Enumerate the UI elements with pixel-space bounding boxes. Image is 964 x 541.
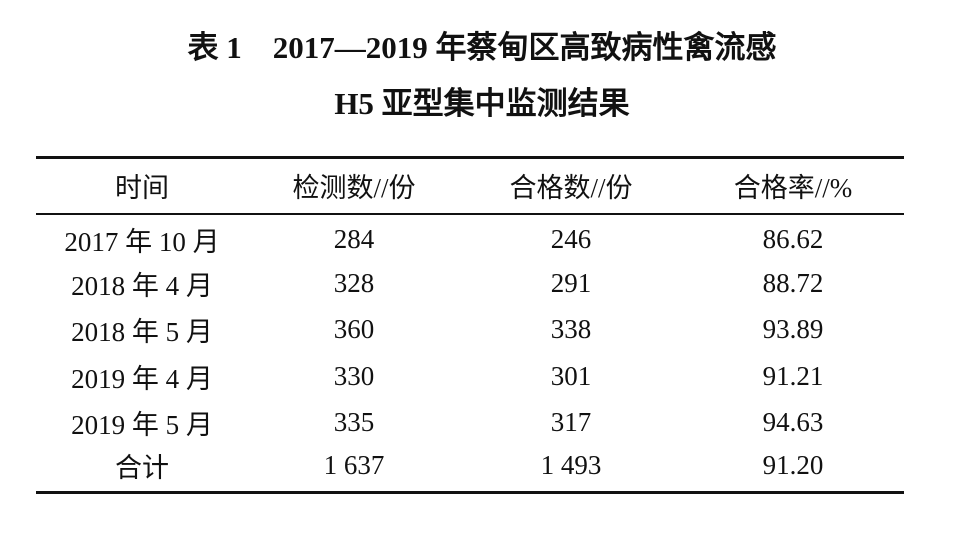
header-qualified-count: 合格数//份 bbox=[460, 156, 682, 215]
table-title: 表 1 2017—2019 年蔡甸区高致病性禽流感 bbox=[187, 30, 777, 65]
table-subtitle: H5 亚型集中监测结果 bbox=[334, 86, 630, 121]
cell-time: 2018 年 4 月 bbox=[71, 270, 213, 301]
table-row: 2018 年 4 月 328 291 88.72 bbox=[36, 260, 904, 307]
cell-tested: 284 bbox=[333, 223, 375, 254]
cell-tested: 360 bbox=[333, 314, 375, 345]
cell-rate: 86.62 bbox=[762, 223, 824, 254]
cell-rate: 94.63 bbox=[762, 407, 824, 438]
cell-tested: 330 bbox=[333, 360, 375, 391]
cell-qualified: 317 bbox=[550, 407, 592, 438]
cell-total-qualified: 1 493 bbox=[460, 446, 682, 494]
cell-time: 2019 年 5 月 bbox=[71, 410, 213, 441]
cell-qualified: 291 bbox=[550, 267, 592, 298]
header-time: 时间 bbox=[36, 156, 248, 215]
cell-qualified: 246 bbox=[550, 223, 592, 254]
cell-rate: 91.21 bbox=[762, 360, 824, 391]
cell-total-tested: 1 637 bbox=[248, 446, 460, 494]
cell-total-label: 合计 bbox=[36, 446, 248, 494]
cell-rate: 88.72 bbox=[762, 267, 824, 298]
total-row: 合计 1 637 1 493 91.20 bbox=[36, 446, 904, 494]
table-row: 2018 年 5 月 360 338 93.89 bbox=[36, 307, 904, 354]
cell-qualified: 338 bbox=[550, 314, 592, 345]
table-row: 2017 年 10 月 284 246 86.62 bbox=[36, 214, 904, 261]
cell-rate: 93.89 bbox=[762, 314, 824, 345]
table-row: 2019 年 5 月 335 317 94.63 bbox=[36, 400, 904, 447]
header-row: 时间 检测数//份 合格数//份 合格率//% bbox=[36, 156, 904, 215]
cell-time: 2018 年 5 月 bbox=[71, 317, 213, 348]
cell-qualified: 301 bbox=[550, 360, 592, 391]
cell-total-rate: 91.20 bbox=[682, 446, 904, 494]
cell-time: 2019 年 4 月 bbox=[71, 363, 213, 394]
header-tested-count: 检测数//份 bbox=[248, 156, 460, 215]
results-table: 时间 检测数//份 合格数//份 合格率//% 2017 年 10 月 284 … bbox=[36, 156, 904, 494]
table-row: 2019 年 4 月 330 301 91.21 bbox=[36, 353, 904, 400]
header-qualified-rate: 合格率//% bbox=[682, 156, 904, 215]
cell-tested: 335 bbox=[333, 407, 375, 438]
cell-tested: 328 bbox=[333, 267, 375, 298]
cell-time: 2017 年 10 月 bbox=[64, 226, 220, 257]
